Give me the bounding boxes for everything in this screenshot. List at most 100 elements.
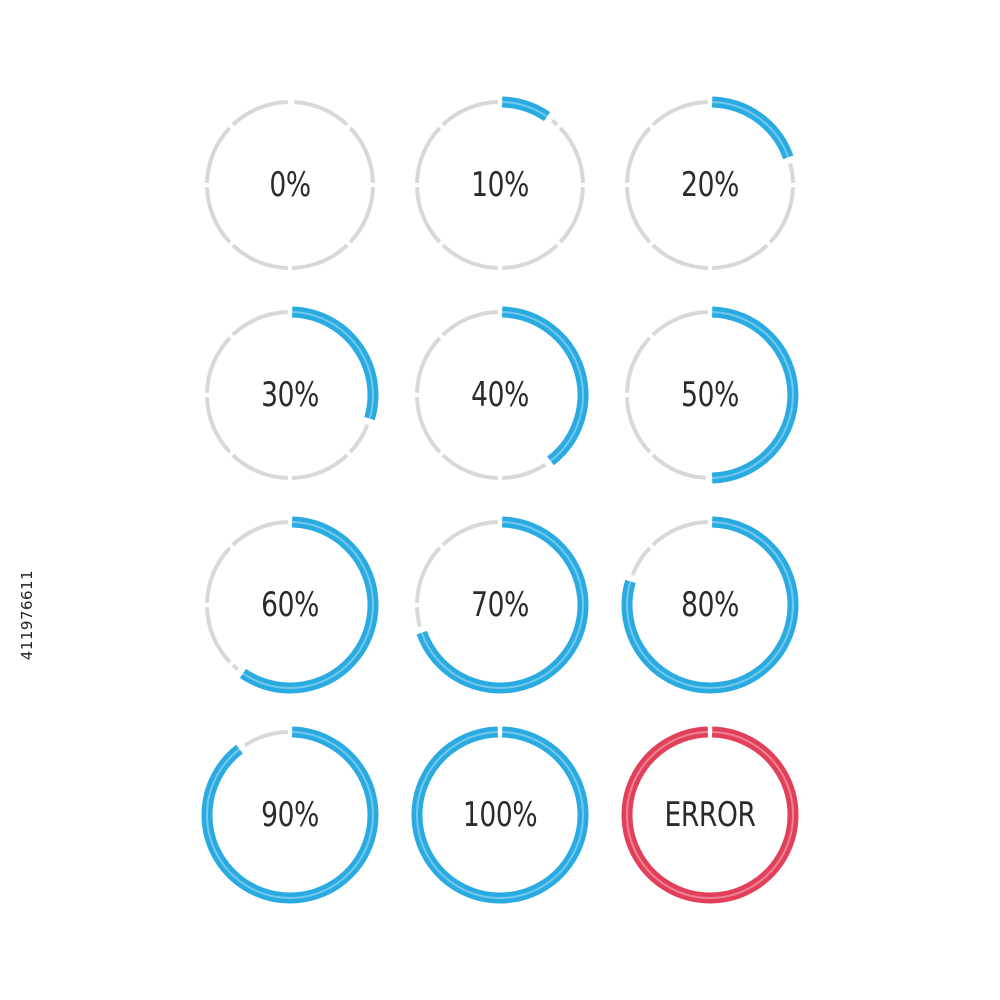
- track-segment: [415, 546, 442, 603]
- progress-arc-highlight: [712, 101, 790, 158]
- image-id-watermark: 411976611: [18, 569, 36, 661]
- progress-indicator: 40%: [395, 290, 605, 500]
- track-segment: [348, 423, 370, 454]
- track-segment: [348, 126, 375, 183]
- progress-indicator: 100%: [395, 710, 605, 920]
- progress-indicator: 50%: [605, 290, 815, 500]
- track-segment: [415, 187, 442, 244]
- progress-ring: [411, 726, 589, 904]
- progress-arc: [712, 306, 799, 484]
- track-segment: [243, 730, 288, 748]
- track-segment: [625, 397, 652, 454]
- progress-ring: [625, 306, 799, 484]
- progress-arc: [501, 96, 551, 122]
- progress-label: 90%: [261, 795, 319, 835]
- track-segment: [441, 243, 498, 270]
- progress-indicator: 0%: [185, 80, 395, 290]
- track-segment: [292, 453, 349, 480]
- track-segment: [712, 243, 769, 270]
- error-ring: [621, 726, 799, 904]
- progress-label: 60%: [261, 585, 319, 625]
- progress-ring: [205, 516, 379, 694]
- track-segment: [768, 187, 795, 244]
- track-segment: [502, 243, 559, 270]
- error-arc: [621, 726, 799, 904]
- progress-arc: [291, 306, 379, 421]
- track-segment: [415, 126, 442, 183]
- progress-arc-highlight: [206, 731, 374, 899]
- progress-arc-highlight: [712, 311, 794, 479]
- progress-label: 100%: [462, 795, 538, 835]
- track-segment: [415, 397, 442, 454]
- progress-ring: [205, 100, 375, 270]
- error-indicator: ERROR: [605, 710, 815, 920]
- track-segment: [231, 100, 288, 127]
- track-segment: [415, 336, 442, 393]
- progress-arc-highlight: [416, 731, 584, 899]
- track-segment: [651, 520, 708, 547]
- progress-arc-highlight: [626, 521, 794, 689]
- progress-label: 30%: [261, 375, 319, 415]
- track-segment: [625, 187, 652, 244]
- track-segment: [205, 336, 232, 393]
- track-segment: [205, 126, 232, 183]
- progress-indicator: 60%: [185, 500, 395, 710]
- track-segment: [651, 243, 708, 270]
- error-label: ERROR: [664, 795, 756, 835]
- track-segment: [205, 546, 232, 603]
- progress-ring: [201, 726, 379, 904]
- track-segment: [502, 462, 547, 480]
- track-segment: [651, 310, 708, 337]
- track-segment: [651, 100, 708, 127]
- progress-label: 40%: [471, 375, 529, 415]
- progress-indicator: 90%: [185, 710, 395, 920]
- track-segment: [205, 187, 232, 244]
- track-segment: [788, 163, 795, 183]
- track-segment: [231, 663, 240, 672]
- progress-arc-highlight: [502, 101, 548, 118]
- track-segment: [558, 187, 585, 244]
- progress-ring: [415, 516, 589, 694]
- track-segment: [441, 100, 498, 127]
- progress-ring: [625, 96, 795, 270]
- track-segment: [205, 397, 232, 454]
- track-segment: [550, 118, 559, 127]
- track-segment: [231, 310, 288, 337]
- track-segment: [294, 100, 349, 127]
- progress-indicator: 70%: [395, 500, 605, 710]
- track-segment: [630, 546, 652, 577]
- progress-label: 50%: [681, 375, 739, 415]
- progress-ring: [415, 306, 589, 480]
- track-segment: [205, 607, 232, 664]
- progress-label: 80%: [681, 585, 739, 625]
- track-segment: [348, 187, 375, 244]
- progress-indicator: 20%: [605, 80, 815, 290]
- progress-label: 10%: [471, 165, 529, 205]
- progress-ring: [621, 516, 799, 694]
- progress-arc: [621, 516, 799, 694]
- progress-arc: [416, 516, 589, 694]
- progress-arc-highlight: [292, 311, 374, 419]
- track-segment: [292, 243, 349, 270]
- track-segment: [441, 520, 498, 547]
- progress-label: 20%: [681, 165, 739, 205]
- track-segment: [231, 453, 288, 480]
- progress-indicator: 80%: [605, 500, 815, 710]
- progress-indicator: 30%: [185, 290, 395, 500]
- progress-arc-highlight: [502, 311, 585, 462]
- progress-arc: [239, 516, 379, 694]
- progress-arc-highlight: [626, 731, 794, 899]
- progress-ring: [415, 96, 585, 270]
- progress-arc: [711, 96, 794, 160]
- progress-label: 0%: [269, 165, 311, 205]
- track-segment: [625, 126, 652, 183]
- track-segment: [231, 520, 288, 547]
- progress-arc-highlight: [420, 521, 584, 689]
- track-segment: [651, 453, 706, 480]
- track-segment: [441, 310, 498, 337]
- progress-arc: [501, 306, 589, 466]
- progress-indicator: 10%: [395, 80, 605, 290]
- track-segment: [415, 607, 422, 627]
- progress-arc: [411, 726, 589, 904]
- progress-arc: [201, 726, 379, 904]
